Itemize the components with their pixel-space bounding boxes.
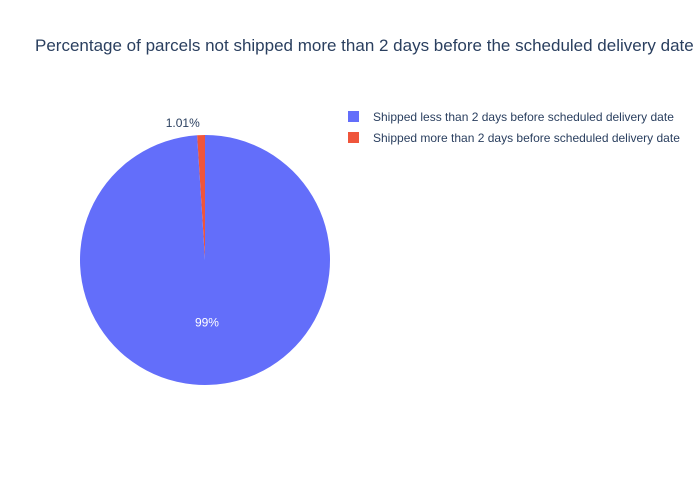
legend-swatch-more-than-2-days — [348, 132, 359, 143]
legend-swatch-less-than-2-days — [348, 111, 359, 122]
pie-label-less-than-2-days: 99% — [195, 315, 219, 329]
pie-slice-more-than-2-days[interactable] — [197, 135, 205, 260]
legend: Shipped less than 2 days before schedule… — [348, 106, 680, 148]
chart-title: Percentage of parcels not shipped more t… — [35, 36, 694, 55]
legend-label-less-than-2-days: Shipped less than 2 days before schedule… — [373, 109, 674, 124]
legend-item-less-than-2-days[interactable]: Shipped less than 2 days before schedule… — [348, 106, 680, 127]
legend-label-more-than-2-days: Shipped more than 2 days before schedule… — [373, 130, 680, 145]
pie-slice-less-than-2-days[interactable] — [80, 135, 331, 385]
legend-item-more-than-2-days[interactable]: Shipped more than 2 days before schedule… — [348, 127, 680, 148]
pie-label-more-than-2-days: 1.01% — [166, 116, 200, 130]
